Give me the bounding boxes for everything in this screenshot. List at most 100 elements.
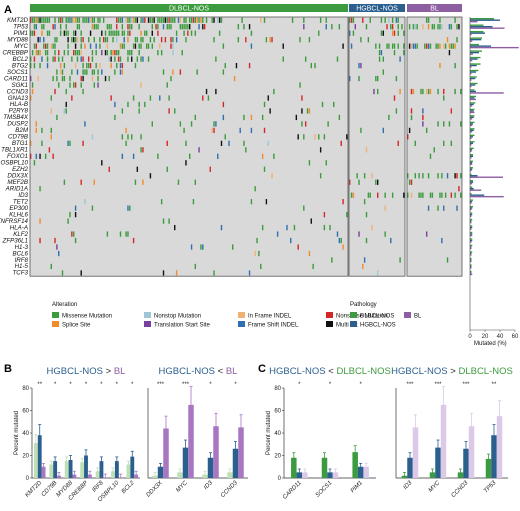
mutation-cell bbox=[175, 270, 178, 276]
mutation-cell bbox=[310, 218, 312, 224]
mutation-cell bbox=[166, 166, 168, 172]
mutation-cell bbox=[250, 127, 253, 134]
mutation-cell bbox=[142, 17, 144, 23]
x-tick-id3: ID3 bbox=[403, 480, 414, 491]
mutation-cell bbox=[138, 101, 140, 108]
mutation-cell bbox=[82, 88, 84, 95]
mutated-bar-ep300-dlbcl-nos bbox=[470, 205, 473, 208]
mutation-cell bbox=[365, 24, 368, 30]
y-tick-80: 80 bbox=[22, 386, 29, 392]
mutation-cell bbox=[86, 62, 88, 69]
mutation-cell bbox=[350, 43, 353, 49]
mutation-cell bbox=[76, 24, 79, 30]
mutation-cell bbox=[166, 24, 168, 30]
mutation-cell bbox=[67, 30, 69, 36]
mutation-cell bbox=[427, 173, 430, 179]
bar-id3-bl bbox=[213, 426, 219, 478]
gene-label-klf2: KLF2 bbox=[13, 231, 28, 238]
mutation-cell bbox=[333, 101, 335, 108]
mutation-cell bbox=[74, 237, 77, 244]
gene-label-dusp2: DUSP2 bbox=[7, 121, 28, 128]
mutation-cell bbox=[63, 108, 66, 114]
mutation-cell bbox=[149, 17, 152, 23]
mutation-cell bbox=[82, 140, 84, 146]
y-tick-20: 20 bbox=[22, 454, 29, 460]
mutation-cell bbox=[54, 37, 56, 43]
mutation-cell bbox=[213, 121, 215, 127]
mutated-bar-tnfrsf14-dlbcl-nos bbox=[470, 218, 473, 221]
mutated-bar-btg2-bl bbox=[470, 66, 472, 68]
mutation-cell bbox=[373, 88, 375, 95]
mutation-cell bbox=[61, 270, 64, 276]
mutated-bar-tet2-dlbcl-nos bbox=[470, 199, 473, 201]
mutation-cell bbox=[192, 17, 195, 23]
mutation-cell bbox=[116, 62, 118, 69]
mutation-cell bbox=[217, 17, 219, 23]
mutation-cell bbox=[358, 75, 360, 82]
mutation-cell bbox=[319, 17, 322, 23]
mutation-cell bbox=[429, 192, 432, 198]
mutation-cell bbox=[367, 37, 370, 43]
mutation-cell bbox=[425, 88, 428, 95]
mutation-cell bbox=[132, 17, 135, 23]
mutation-cell bbox=[265, 199, 268, 205]
mutated-bar-kmt2d-bl bbox=[470, 21, 478, 23]
mutation-cell bbox=[97, 24, 99, 30]
mutation-cell bbox=[129, 205, 131, 211]
bar-ccnd3-bl bbox=[238, 427, 244, 479]
mutation-cell bbox=[80, 75, 82, 82]
gene-label-ccnd3: CCND3 bbox=[7, 88, 29, 95]
mutation-cell bbox=[271, 173, 273, 179]
mutation-cell bbox=[99, 62, 101, 69]
mutated-bar-mef2b-bl bbox=[470, 183, 473, 185]
mutation-cell bbox=[429, 153, 432, 159]
legend-swatch-nonstop-mutation bbox=[144, 312, 151, 318]
mutation-cell bbox=[263, 166, 266, 172]
mutation-cell bbox=[207, 95, 210, 101]
mutation-cell bbox=[35, 121, 38, 127]
mutation-cell bbox=[144, 101, 146, 108]
y-tick-40: 40 bbox=[274, 431, 281, 437]
mutation-cell bbox=[215, 121, 217, 127]
mutation-cell bbox=[422, 24, 424, 30]
mutation-cell bbox=[147, 17, 150, 23]
mutation-cell bbox=[54, 237, 56, 244]
mutation-cell bbox=[125, 140, 127, 146]
mutation-cell bbox=[39, 62, 41, 69]
mutation-cell bbox=[73, 17, 75, 23]
mutation-cell bbox=[91, 75, 94, 82]
mutation-cell bbox=[422, 121, 424, 127]
mutation-cell bbox=[174, 17, 176, 23]
bar-myc-bl bbox=[440, 404, 447, 479]
mutation-cell bbox=[31, 17, 34, 23]
mutation-cell bbox=[106, 24, 109, 30]
mutation-cell bbox=[352, 30, 355, 36]
significance-tp53: ** bbox=[492, 382, 497, 388]
mutation-cell bbox=[132, 237, 135, 244]
mutation-cell bbox=[319, 173, 322, 179]
bar-tp53-dlbcl-nos bbox=[485, 458, 492, 479]
mutation-cell bbox=[73, 231, 75, 237]
mutation-cell bbox=[84, 199, 86, 205]
significance-ccnd3: * bbox=[234, 382, 237, 388]
mutation-cell bbox=[101, 50, 103, 56]
legend-swatch-splice-site bbox=[52, 321, 59, 327]
mutation-cell bbox=[35, 43, 38, 49]
mutation-cell bbox=[166, 17, 168, 23]
mutation-cell bbox=[140, 56, 142, 62]
mutation-cell bbox=[95, 62, 97, 69]
mutation-cell bbox=[46, 56, 49, 62]
mutation-cell bbox=[67, 50, 69, 56]
mutation-cell bbox=[37, 50, 39, 56]
mutation-cell bbox=[397, 17, 399, 23]
mutation-cell bbox=[39, 218, 41, 224]
mutation-cell bbox=[39, 37, 41, 43]
mutation-cell bbox=[134, 179, 137, 185]
mutation-cell bbox=[422, 114, 424, 121]
mutation-cell bbox=[56, 37, 58, 43]
mutation-cell bbox=[101, 30, 103, 36]
mutation-cell bbox=[104, 50, 107, 56]
mutation-cell bbox=[213, 270, 215, 276]
mutation-cell bbox=[380, 30, 383, 36]
mutation-cell bbox=[102, 17, 105, 23]
